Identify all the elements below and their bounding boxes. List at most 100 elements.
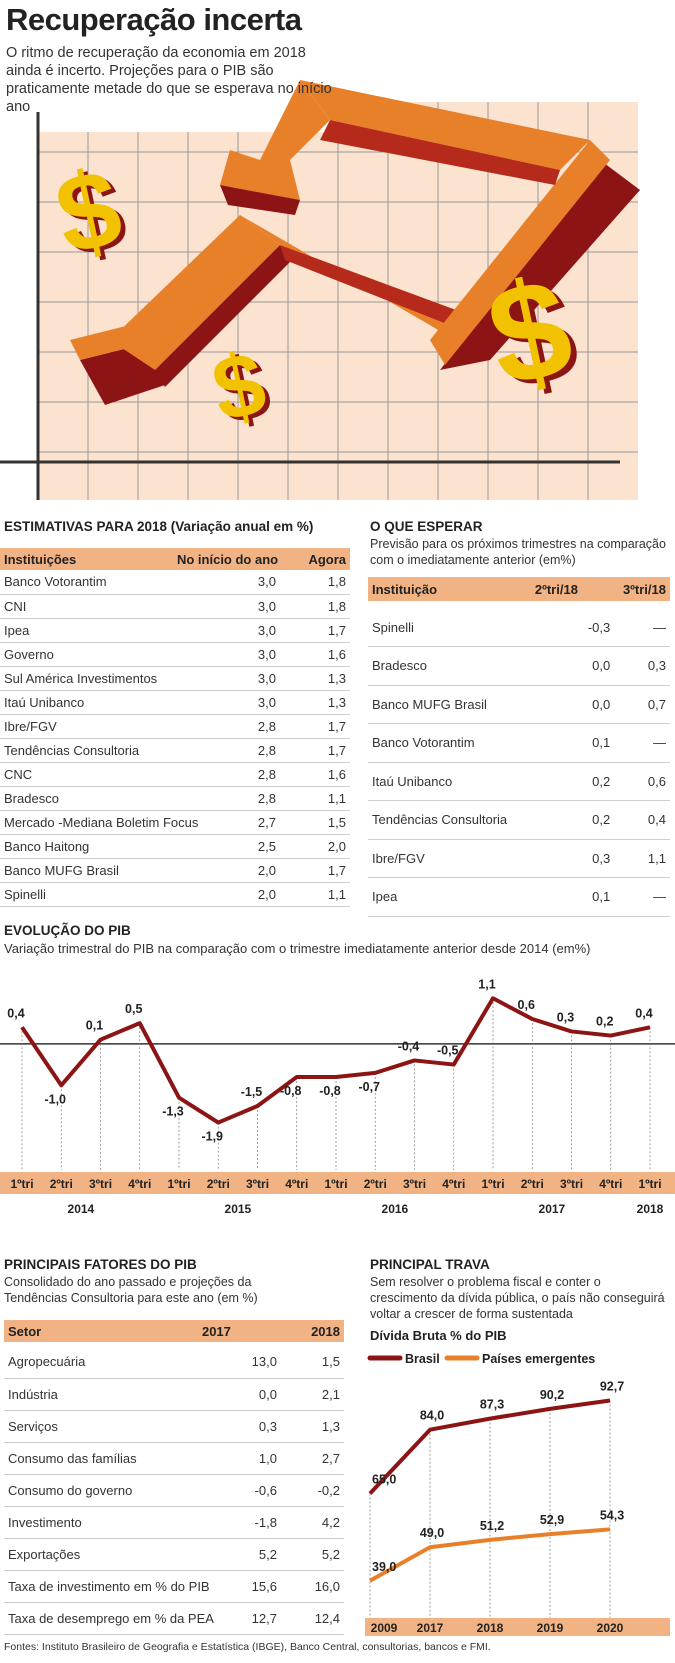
table-row: Spinelli -0,3— xyxy=(368,608,670,647)
cell-value: 2,7 xyxy=(280,1442,344,1475)
cell-value: 5,2 xyxy=(217,1538,281,1571)
cell-value: 2,0 xyxy=(210,858,280,883)
row-label: Sul América Investimentos xyxy=(0,666,210,691)
cell-value: 1,8 xyxy=(280,570,350,595)
series-line-emergentes xyxy=(369,1527,611,1583)
data-label: -0,8 xyxy=(280,1084,302,1098)
row-label: Bradesco xyxy=(0,786,210,811)
table-row: Itaú Unibanco 0,2 0,6 xyxy=(368,762,670,801)
row-label: Ibre/FGV xyxy=(368,839,550,878)
cell-value: 2,0 xyxy=(280,834,350,859)
cell-value: 1,1 xyxy=(280,786,350,811)
cell-value: -0,2 xyxy=(280,1474,344,1507)
data-label: -1,9 xyxy=(201,1130,223,1144)
x-tick-label: 1ºtri xyxy=(638,1177,661,1191)
cell-value: 3,0 xyxy=(210,690,280,715)
cell-value: 15,6 xyxy=(217,1570,281,1603)
row-label: Tendências Consultoria xyxy=(0,738,210,763)
cell-value: 2,7 xyxy=(210,810,280,835)
page-subtitle: O ritmo de recuperação da economia em 20… xyxy=(6,45,332,115)
row-label: Governo xyxy=(0,642,210,667)
table-row: Ipea 3,0 1,7 xyxy=(0,618,350,643)
row-label: Ipea xyxy=(368,877,550,917)
table-row: Taxa de investimento em % do PIB 15,6 16,0 xyxy=(4,1570,344,1603)
table-row: Serviços 0,3 1,3 xyxy=(4,1410,344,1443)
row-label: Serviços xyxy=(4,1410,218,1443)
cell-value: 1,0 xyxy=(217,1442,281,1475)
table-row: Banco Votorantim 0,1— xyxy=(368,723,670,763)
data-label: 51,2 xyxy=(480,1519,504,1533)
debt-line-chart: Brasil Países emergentes 65,0 84,0 87,3 90,2 9… xyxy=(365,1352,670,1636)
column-header: 2017 xyxy=(125,1320,235,1342)
table-row: Consumo das famílias 1,0 2,7 xyxy=(4,1442,344,1475)
column-header: 2018 xyxy=(234,1320,344,1342)
cell-value: -1,8 xyxy=(217,1506,281,1539)
table-row: Banco MUFG Brasil 0,0 0,7 xyxy=(368,685,670,724)
cell-value: 1,1 xyxy=(280,882,350,907)
pib-series-line xyxy=(20,996,651,1125)
table-row: CNC 2,8 1,6 xyxy=(0,762,350,787)
esperar-title: O QUE ESPERAR xyxy=(370,519,483,534)
evolucao-title: EVOLUÇÃO DO PIB xyxy=(4,923,131,938)
row-label: Spinelli xyxy=(368,608,550,647)
row-label: Bradesco xyxy=(368,646,550,686)
row-label: CNC xyxy=(0,762,210,787)
estimativas-table: Instituições No início do ano Agora xyxy=(0,548,350,570)
year-label: 2017 xyxy=(539,1202,566,1216)
trava-subtitle: Sem resolver o problema fiscal e conter … xyxy=(370,1275,665,1321)
cell-value: 1,7 xyxy=(280,858,350,883)
source-note: Fontes: Instituto Brasileiro de Geografi… xyxy=(4,1641,491,1653)
cell-value: 1,5 xyxy=(280,1346,344,1379)
cell-value: 2,8 xyxy=(210,738,280,763)
cell-value: 1,1 xyxy=(614,839,670,878)
data-label: 90,2 xyxy=(540,1388,564,1402)
cell-value: 0,2 xyxy=(549,800,615,840)
cell-value: -0,6 xyxy=(217,1474,281,1507)
column-header: Agora xyxy=(282,548,350,570)
data-label: 84,0 xyxy=(420,1409,444,1423)
fatores-subtitle: Consolidado do ano passado e projeções d… xyxy=(4,1275,258,1305)
data-label: 1,1 xyxy=(478,977,495,991)
row-label: Indústria xyxy=(4,1378,218,1411)
data-label: -0,7 xyxy=(358,1080,380,1094)
page-title: Recuperação incerta xyxy=(6,2,302,37)
data-label: 52,9 xyxy=(540,1513,564,1527)
column-header: 3ºtri/18 xyxy=(581,577,670,601)
row-label: Banco Votorantim xyxy=(0,570,210,595)
table-header: Instituições No início do ano Agora xyxy=(0,548,350,570)
x-tick-label: 2018 xyxy=(477,1621,504,1635)
table-row: Ipea 0,1— xyxy=(368,877,670,917)
cell-value: 0,1 xyxy=(549,877,615,917)
cell-value: 0,0 xyxy=(217,1378,281,1411)
x-tick-label: 4ºtri xyxy=(128,1177,151,1191)
data-label: 0,2 xyxy=(596,1015,613,1029)
esperar-table-body: Spinelli -0,3— Bradesco 0,0 0,3 Banco MUFG Br… xyxy=(368,608,670,917)
x-tick-label: 2ºtri xyxy=(207,1177,230,1191)
cell-value: — xyxy=(614,723,670,763)
table-header: Instituição 2ºtri/18 3ºtri/18 xyxy=(368,577,670,601)
table-row: Bradesco 2,8 1,1 xyxy=(0,786,350,811)
row-label: Taxa de investimento em % do PIB xyxy=(4,1570,218,1603)
cell-value: 2,5 xyxy=(210,834,280,859)
row-label: Ipea xyxy=(0,618,210,643)
cell-value: — xyxy=(614,608,670,647)
cell-value: 2,0 xyxy=(210,882,280,907)
x-tick-label: 2020 xyxy=(597,1621,624,1635)
table-row: Taxa de desemprego em % da PEA 12,7 12,4 xyxy=(4,1602,344,1635)
legend-label: Países emergentes xyxy=(482,1352,595,1366)
data-label: -1,0 xyxy=(44,1092,66,1106)
data-label: 39,0 xyxy=(372,1560,396,1574)
cell-value: 0,2 xyxy=(549,762,615,801)
row-label: Banco MUFG Brasil xyxy=(368,685,550,724)
cell-value: 3,0 xyxy=(210,594,280,619)
fatores-table: Setor 2017 2018 xyxy=(4,1320,344,1342)
row-label: Ibre/FGV xyxy=(0,714,210,739)
table-row: Banco Haitong 2,5 2,0 xyxy=(0,834,350,859)
data-label: -0,5 xyxy=(437,1044,459,1058)
data-label: 0,3 xyxy=(557,1010,574,1024)
year-label: 2018 xyxy=(637,1202,664,1216)
row-label: Banco MUFG Brasil xyxy=(0,858,210,883)
cell-value: 1,6 xyxy=(280,762,350,787)
table-row: Mercado -Mediana Boletim Focus 2,7 1,5 xyxy=(0,810,350,835)
cell-value: 1,7 xyxy=(280,714,350,739)
